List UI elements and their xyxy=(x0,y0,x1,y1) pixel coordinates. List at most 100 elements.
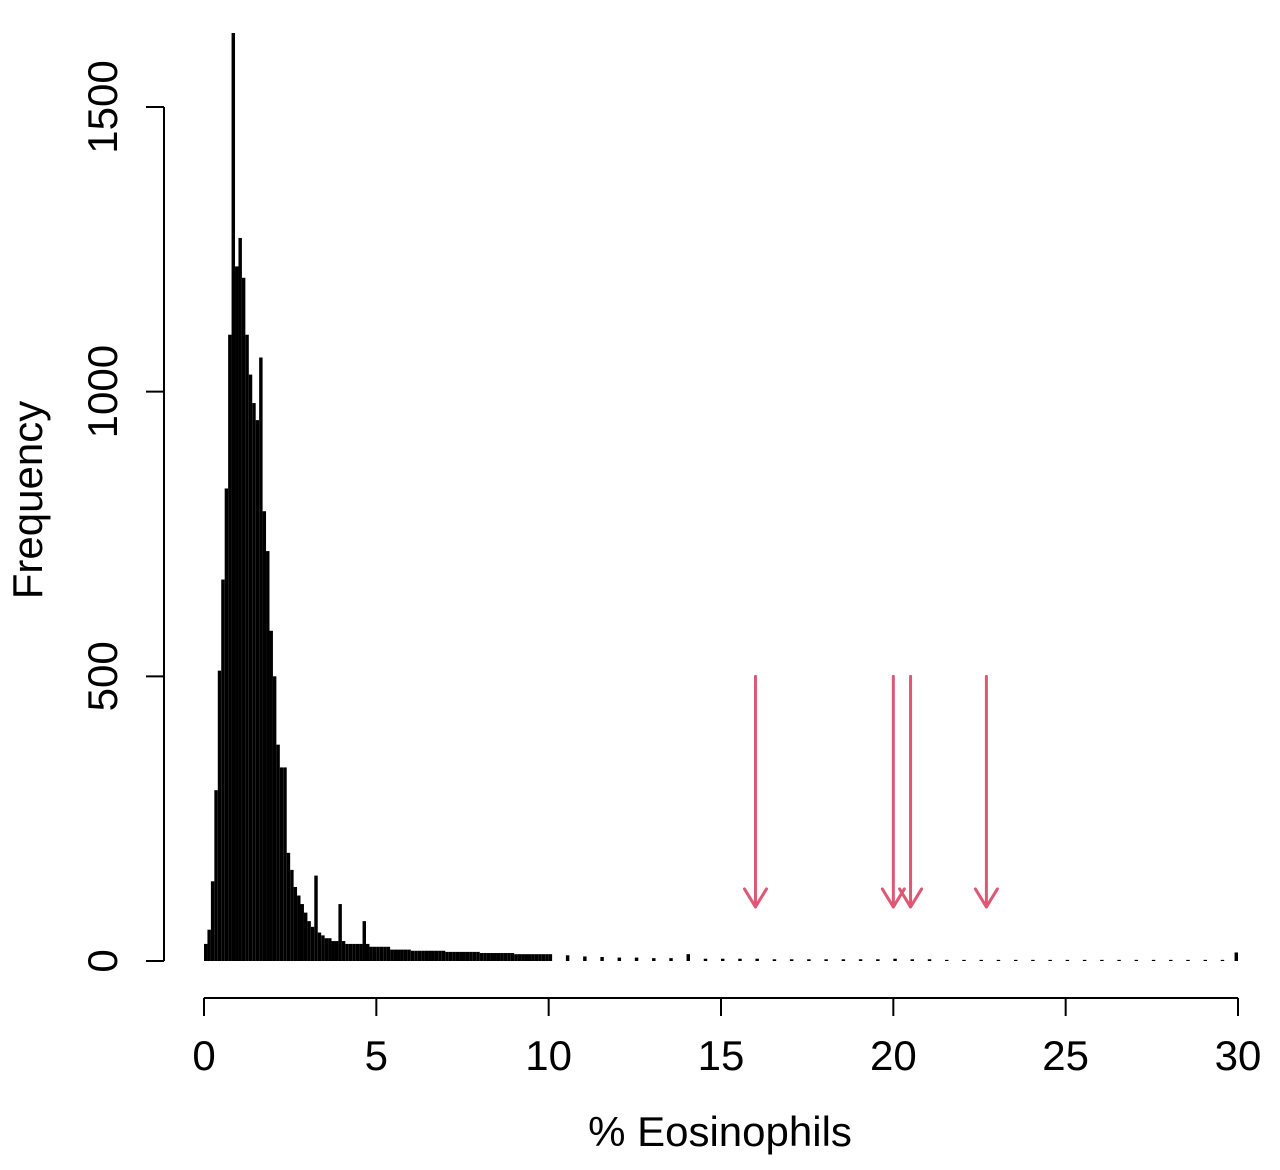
bar xyxy=(441,950,446,961)
arrow-head xyxy=(880,887,906,909)
bar xyxy=(465,951,470,961)
bar xyxy=(372,946,377,961)
down-arrow xyxy=(880,674,906,909)
y-axis-title: Frequency xyxy=(4,401,51,599)
arrow-head xyxy=(742,887,768,909)
bar xyxy=(407,949,411,961)
bar xyxy=(417,950,422,961)
bar xyxy=(221,579,225,961)
bar xyxy=(290,869,294,961)
bar xyxy=(507,953,511,961)
bar xyxy=(245,334,249,961)
bar xyxy=(224,488,229,961)
y-tick-label: 500 xyxy=(79,641,126,711)
bar xyxy=(565,955,570,961)
bar xyxy=(321,935,325,961)
bar xyxy=(583,956,587,961)
y-tick-label: 0 xyxy=(79,949,126,972)
bar xyxy=(414,950,418,961)
bar xyxy=(293,886,298,961)
bar xyxy=(824,959,828,961)
bar xyxy=(328,938,332,961)
bar xyxy=(486,953,491,961)
bar xyxy=(300,904,304,961)
bar xyxy=(514,954,518,961)
bar xyxy=(362,921,366,961)
bar xyxy=(1169,959,1173,961)
x-axis-title: % Eosinophils xyxy=(588,1108,852,1155)
bar xyxy=(962,959,966,961)
bar xyxy=(210,881,215,961)
bar xyxy=(738,958,742,961)
bar xyxy=(448,951,453,961)
bar xyxy=(1186,959,1190,961)
bar xyxy=(979,959,983,961)
bar xyxy=(876,959,880,961)
bar xyxy=(421,950,425,961)
x-tick-label: 15 xyxy=(698,1032,745,1079)
bar xyxy=(410,950,415,961)
bar xyxy=(1134,959,1139,961)
bar xyxy=(479,953,484,961)
bar xyxy=(376,946,380,961)
bar xyxy=(652,958,656,961)
bar xyxy=(517,954,522,961)
bar xyxy=(721,958,725,961)
bar xyxy=(452,951,456,961)
bar xyxy=(1234,952,1238,961)
bar xyxy=(241,277,246,961)
bar xyxy=(483,953,487,961)
bar xyxy=(365,943,370,961)
bar xyxy=(455,951,460,961)
arrow-head xyxy=(973,887,999,909)
bar xyxy=(1048,959,1052,961)
bar xyxy=(431,950,435,961)
bar xyxy=(1100,959,1104,961)
bar xyxy=(283,767,287,961)
bar xyxy=(438,950,442,961)
bar xyxy=(204,943,208,961)
bar xyxy=(341,941,346,961)
bar xyxy=(1031,959,1035,961)
x-tick-label: 20 xyxy=(870,1032,917,1079)
bar xyxy=(548,954,553,961)
bar xyxy=(276,744,280,961)
bar xyxy=(841,959,846,961)
bar xyxy=(424,950,429,961)
bar xyxy=(541,954,546,961)
bar xyxy=(500,953,504,961)
bar xyxy=(345,943,349,961)
bar xyxy=(600,957,604,961)
bar xyxy=(428,950,432,961)
arrow-head xyxy=(898,887,924,909)
bar xyxy=(207,929,211,961)
bar xyxy=(858,959,863,961)
bar xyxy=(669,958,673,961)
bar xyxy=(331,941,335,961)
bar xyxy=(310,926,315,961)
bar xyxy=(496,953,501,961)
bar xyxy=(266,551,270,961)
bar xyxy=(510,953,515,961)
bar xyxy=(893,958,897,961)
bar xyxy=(527,954,532,961)
bar xyxy=(634,957,639,961)
annotation-arrows xyxy=(742,674,999,909)
bar xyxy=(472,951,477,961)
bar xyxy=(503,953,508,961)
down-arrow xyxy=(898,674,924,909)
bar xyxy=(807,959,811,961)
bar xyxy=(355,943,360,961)
bar xyxy=(703,958,708,961)
bar xyxy=(1065,959,1070,961)
bar xyxy=(383,946,387,961)
bar xyxy=(231,32,236,961)
down-arrow xyxy=(973,674,999,909)
y-axis: 0 500 1000 1500 xyxy=(79,60,165,973)
bar xyxy=(445,951,449,961)
bar xyxy=(397,949,401,961)
bar xyxy=(324,938,329,961)
bar xyxy=(910,959,915,961)
bar xyxy=(531,954,535,961)
bar xyxy=(400,949,404,961)
